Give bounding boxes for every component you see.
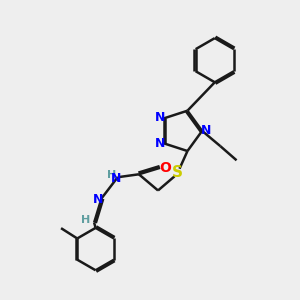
Text: N: N — [154, 111, 165, 124]
Text: N: N — [154, 137, 165, 150]
Text: O: O — [159, 161, 171, 175]
Text: N: N — [92, 194, 103, 206]
Text: N: N — [111, 172, 121, 185]
Text: S: S — [172, 165, 183, 180]
Text: H: H — [106, 170, 116, 180]
Text: N: N — [201, 124, 211, 137]
Text: H: H — [81, 214, 91, 225]
